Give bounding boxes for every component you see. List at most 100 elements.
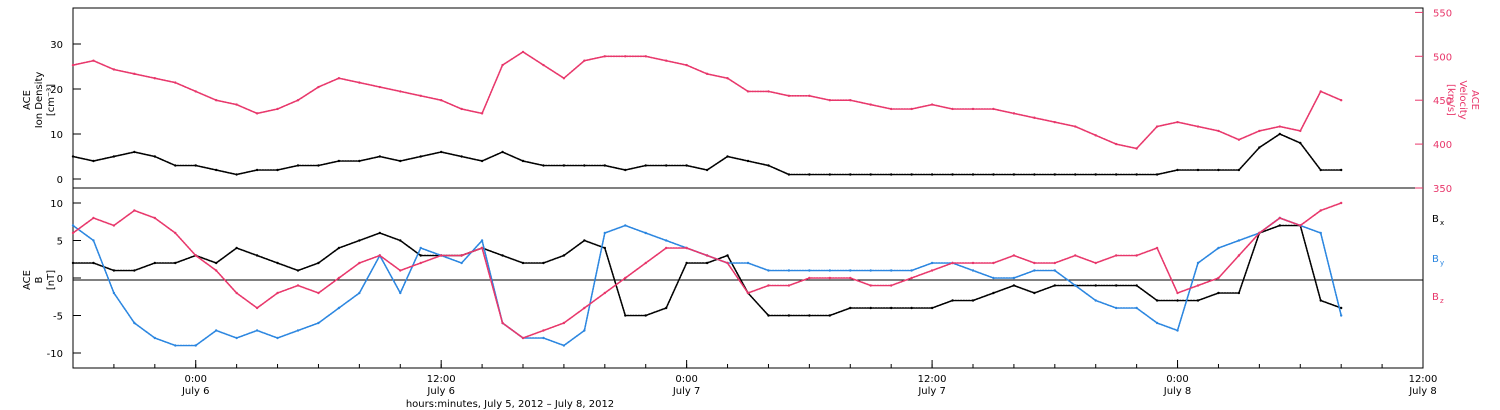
velocity-series-point	[276, 107, 279, 111]
velocity-series-point	[1012, 112, 1016, 115]
by-series-point	[71, 224, 75, 227]
velocity-series-point	[542, 63, 545, 67]
bx-series-point	[174, 261, 177, 265]
density-series-point	[1299, 141, 1302, 145]
density-series-point	[1339, 168, 1343, 172]
velocity-series-point	[358, 81, 361, 84]
velocity-series-point	[869, 103, 872, 106]
velocity-series-point	[296, 98, 300, 102]
density-series-point	[787, 173, 791, 176]
bx-series-point	[1278, 224, 1282, 227]
density-series-point	[1033, 173, 1036, 176]
velocity-series-point	[624, 55, 627, 58]
density-series-point	[460, 155, 463, 158]
bz-series-point	[1278, 216, 1282, 220]
density-tick-label: 0	[57, 175, 63, 186]
by-series-point	[133, 321, 136, 325]
by-series-point	[399, 291, 402, 295]
density-series-point	[910, 173, 913, 176]
velocity-series-point	[133, 72, 136, 76]
bx-series-point	[767, 314, 770, 317]
bx-series-point	[889, 306, 893, 310]
density-series-point	[296, 164, 300, 167]
by-series-point	[971, 269, 975, 272]
bz-series-point	[992, 261, 995, 265]
density-series-point	[583, 164, 586, 167]
density-series-point	[1074, 173, 1077, 176]
svg-text:[km/s]: [km/s]	[1445, 84, 1456, 116]
bx-series-point	[276, 261, 279, 265]
bx-series-point	[255, 254, 259, 257]
velocity-tick-label: 500	[1433, 52, 1452, 63]
velocity-ylabel: ACE Velocity [km/s]	[1445, 80, 1480, 119]
velocity-series-point	[910, 107, 913, 111]
bx-series-point	[235, 246, 238, 250]
density-series-point	[153, 155, 157, 158]
density-series-point	[337, 159, 341, 163]
density-series-point	[92, 159, 95, 163]
x-axis-label: hours:minutes, July 5, 2012 – July 8, 20…	[406, 399, 614, 410]
by-series-point	[1339, 314, 1343, 317]
bx-series-point	[153, 261, 157, 265]
density-series-point	[889, 173, 893, 176]
bx-series-point	[869, 306, 872, 310]
x-tick-time: 12:00	[1409, 374, 1438, 385]
bz-series-point	[92, 216, 95, 220]
density-series-point	[1094, 173, 1097, 176]
bz-series-point	[235, 291, 238, 295]
x-tick-date: July 7	[917, 386, 946, 397]
bx-series-point	[726, 254, 729, 257]
velocity-series-point	[787, 94, 791, 98]
velocity-series-point	[501, 63, 504, 67]
legend-by: B y	[1432, 254, 1444, 267]
bx-series-point	[1196, 299, 1200, 302]
density-series-point	[705, 168, 709, 172]
density-series-point	[828, 173, 832, 176]
bx-series-point	[910, 306, 913, 310]
bz-series-point	[1135, 254, 1138, 257]
density-series-point	[1278, 132, 1282, 136]
density-series-point	[971, 173, 975, 176]
velocity-series-point	[399, 90, 402, 93]
bx-series-point	[644, 314, 647, 317]
velocity-series-point	[767, 90, 770, 93]
velocity-series	[72, 50, 1342, 150]
x-tick-time: 0:00	[1166, 374, 1188, 385]
bx-series-point	[808, 314, 811, 317]
svg-text:Ion Density: Ion Density	[34, 72, 45, 129]
x-tick-time: 12:00	[918, 374, 947, 385]
bz-series-point	[255, 306, 259, 310]
bx-series-point	[419, 254, 422, 257]
bz-series-point	[419, 261, 422, 265]
bz-series-point	[849, 276, 852, 280]
velocity-series-point	[828, 98, 832, 102]
bz-series-point	[1258, 231, 1261, 235]
by-series-point	[562, 344, 566, 347]
velocity-series-point	[603, 55, 607, 58]
velocity-series-point	[746, 90, 750, 93]
svg-text:B: B	[1432, 292, 1439, 303]
svg-text:B: B	[34, 276, 45, 283]
velocity-series-point	[153, 77, 157, 80]
bx-series-point	[1217, 291, 1220, 295]
svg-text:[cm⁻³]: [cm⁻³]	[46, 84, 57, 116]
bz-series-point	[317, 291, 320, 295]
by-series-point	[235, 336, 238, 340]
by-series-point	[1155, 321, 1159, 325]
bz-series-point	[869, 284, 872, 287]
chart-marks: 0102030350400450500550-10-505100:00July …	[47, 8, 1452, 397]
bx-series-point	[71, 261, 75, 265]
bz-series-point	[1339, 201, 1343, 205]
velocity-series-point	[951, 107, 954, 111]
by-series	[72, 217, 1342, 347]
velocity-series-point	[1135, 147, 1138, 150]
bz-series-point	[1299, 224, 1302, 227]
density-series-point	[869, 173, 872, 176]
bz-series-point	[1033, 261, 1036, 265]
by-series-point	[276, 336, 279, 340]
x-tick-date: July 8	[1408, 386, 1437, 397]
density-series-point	[746, 159, 750, 163]
by-series-point	[644, 231, 647, 235]
by-series-point	[1237, 239, 1241, 242]
bz-series-point	[276, 291, 279, 295]
